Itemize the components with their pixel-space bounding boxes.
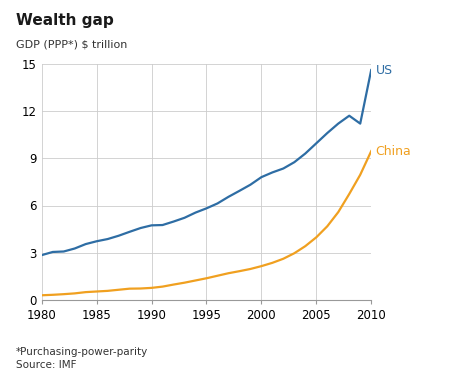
- Text: GDP (PPP*) $ trillion: GDP (PPP*) $ trillion: [16, 39, 127, 50]
- Text: US: US: [375, 63, 392, 76]
- Text: Source: IMF: Source: IMF: [16, 360, 76, 370]
- Text: Wealth gap: Wealth gap: [16, 13, 114, 28]
- Text: China: China: [375, 145, 411, 158]
- Text: *Purchasing-power-parity: *Purchasing-power-parity: [16, 347, 148, 357]
